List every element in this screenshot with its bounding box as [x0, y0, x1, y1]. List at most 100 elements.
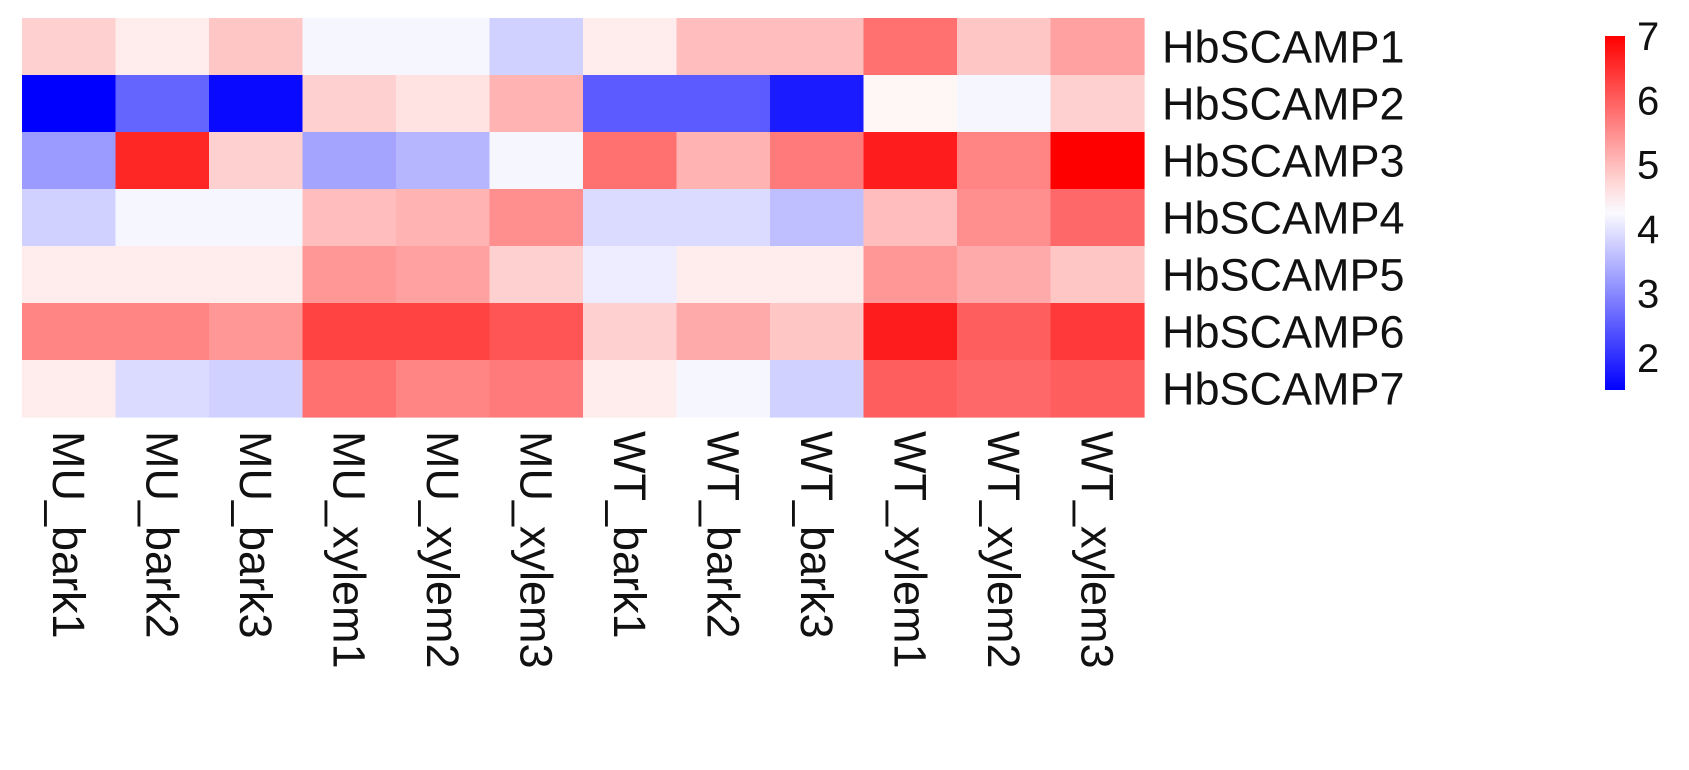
column-label: WT_bark3 — [791, 431, 842, 639]
heatmap-cell — [22, 303, 117, 361]
legend-tick-label: 2 — [1637, 337, 1659, 381]
heatmap-cell — [115, 132, 210, 190]
heatmap-cell — [489, 303, 584, 361]
heatmap-cell — [1050, 246, 1145, 304]
heatmap-cell — [770, 189, 865, 247]
legend-tick-label: 5 — [1637, 144, 1659, 188]
heatmap-cell — [770, 18, 865, 76]
row-label: HbSCAMP5 — [1162, 250, 1405, 301]
heatmap-cell — [302, 303, 397, 361]
heatmap-cell — [583, 246, 678, 304]
heatmap-cell — [489, 360, 584, 418]
heatmap-cell — [115, 189, 210, 247]
color-legend: 2 3 4 5 6 7 — [1605, 15, 1659, 390]
heatmap-cell — [209, 360, 304, 418]
heatmap-cell — [209, 189, 304, 247]
heatmap-cell — [957, 360, 1052, 418]
row-label: HbSCAMP6 — [1162, 307, 1405, 358]
heatmap-cell — [957, 189, 1052, 247]
heatmap-cell — [957, 246, 1052, 304]
row-label: HbSCAMP1 — [1162, 22, 1405, 73]
heatmap-cell — [676, 75, 771, 133]
heatmap-cell — [22, 360, 117, 418]
heatmap-cell — [676, 246, 771, 304]
heatmap-cell — [863, 360, 958, 418]
heatmap-cell — [396, 18, 491, 76]
column-labels: MU_bark1 MU_bark2 MU_bark3 MU_xylem1 MU_xyle… — [43, 431, 1123, 669]
heatmap-cell — [863, 246, 958, 304]
heatmap-cell — [583, 360, 678, 418]
row-labels: HbSCAMP1 HbSCAMP2 HbSCAMP3 HbSCAMP4 HbSCAMP5… — [1162, 22, 1405, 415]
column-label: WT_xylem2 — [978, 431, 1029, 669]
heatmap-cell — [676, 132, 771, 190]
column-label: MU_bark2 — [136, 431, 187, 639]
heatmap-cell — [22, 246, 117, 304]
heatmap-cell — [22, 75, 117, 133]
row-label: HbSCAMP2 — [1162, 79, 1405, 130]
heatmap-cells — [22, 18, 1145, 418]
row-label: HbSCAMP4 — [1162, 193, 1405, 244]
heatmap-cell — [115, 75, 210, 133]
heatmap-cell — [115, 303, 210, 361]
heatmap-cell — [583, 189, 678, 247]
column-label: MU_bark3 — [230, 431, 281, 639]
legend-ticks: 2 3 4 5 6 7 — [1637, 15, 1659, 381]
heatmap-cell — [22, 189, 117, 247]
heatmap-cell — [396, 132, 491, 190]
heatmap-cell — [302, 189, 397, 247]
legend-tick-label: 6 — [1637, 79, 1659, 123]
heatmap-cell — [863, 189, 958, 247]
heatmap-cell — [396, 303, 491, 361]
heatmap-cell — [770, 246, 865, 304]
column-label: WT_bark2 — [697, 431, 748, 639]
heatmap-cell — [863, 303, 958, 361]
column-label: MU_xylem2 — [417, 431, 468, 669]
heatmap-cell — [770, 132, 865, 190]
heatmap-cell — [863, 75, 958, 133]
heatmap-cell — [396, 189, 491, 247]
heatmap-cell — [957, 75, 1052, 133]
column-label: WT_bark1 — [604, 431, 655, 639]
heatmap-cell — [676, 360, 771, 418]
heatmap-cell — [396, 360, 491, 418]
heatmap-cell — [22, 18, 117, 76]
heatmap-cell — [957, 132, 1052, 190]
row-label: HbSCAMP7 — [1162, 364, 1405, 415]
heatmap-cell — [676, 303, 771, 361]
heatmap-cell — [583, 18, 678, 76]
heatmap-cell — [583, 303, 678, 361]
heatmap-cell — [863, 18, 958, 76]
column-label: WT_xylem3 — [1071, 431, 1122, 669]
heatmap-cell — [489, 189, 584, 247]
heatmap-cell — [583, 132, 678, 190]
heatmap-cell — [302, 75, 397, 133]
heatmap-cell — [770, 303, 865, 361]
heatmap-cell — [1050, 18, 1145, 76]
heatmap-cell — [1050, 360, 1145, 418]
heatmap-cell — [489, 246, 584, 304]
heatmap-cell — [863, 132, 958, 190]
heatmap-cell — [957, 18, 1052, 76]
column-label: MU_bark1 — [43, 431, 94, 639]
heatmap-cell — [115, 246, 210, 304]
heatmap-cell — [302, 18, 397, 76]
heatmap-cell — [209, 18, 304, 76]
heatmap-cell — [209, 303, 304, 361]
heatmap-cell — [115, 360, 210, 418]
heatmap-cell — [583, 75, 678, 133]
heatmap-cell — [489, 75, 584, 133]
heatmap-cell — [302, 132, 397, 190]
heatmap-cell — [770, 75, 865, 133]
heatmap-cell — [489, 18, 584, 76]
column-label: WT_xylem1 — [884, 431, 935, 669]
heatmap-cell — [209, 75, 304, 133]
heatmap-cell — [676, 18, 771, 76]
heatmap-cell — [302, 246, 397, 304]
heatmap-cell — [115, 18, 210, 76]
heatmap-cell — [396, 246, 491, 304]
legend-color-bar — [1605, 36, 1625, 390]
legend-tick-label: 7 — [1637, 15, 1659, 59]
legend-tick-label: 3 — [1637, 272, 1659, 316]
legend-tick-label: 4 — [1637, 208, 1659, 252]
